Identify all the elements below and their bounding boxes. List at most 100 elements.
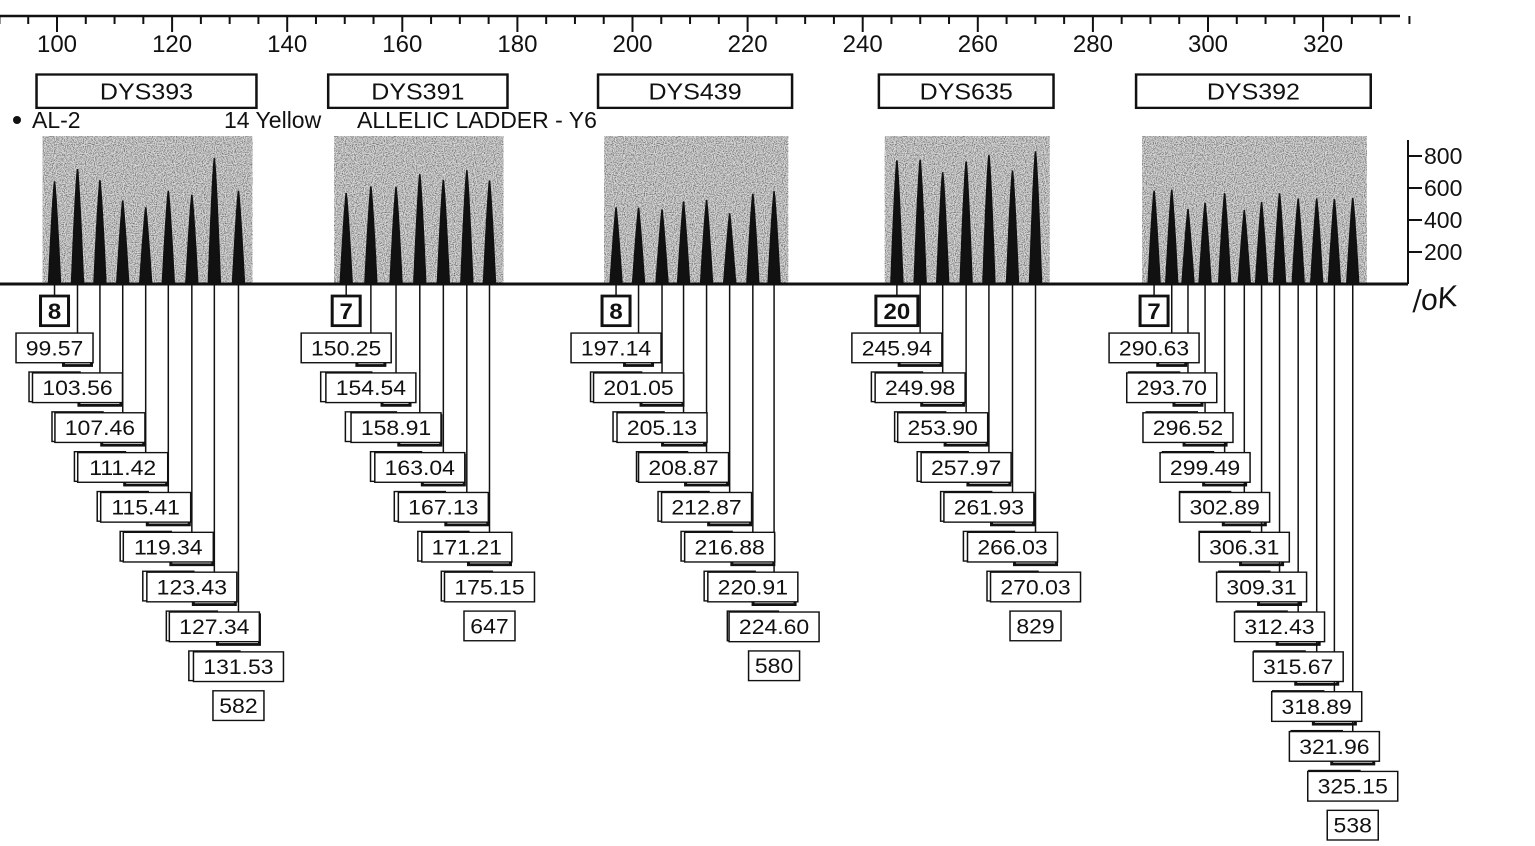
peak: [609, 207, 623, 285]
size-box: [943, 491, 1035, 523]
x-tick-label: 280: [1073, 31, 1113, 58]
height-box: [212, 690, 265, 722]
peak: [185, 194, 199, 285]
handwritten-note: /oK: [1408, 280, 1461, 320]
size-label: 158.91: [361, 416, 431, 440]
peak: [1345, 197, 1360, 285]
x-tick-label: 220: [728, 31, 768, 58]
size-box: [146, 571, 238, 603]
size-label: 290.63: [1119, 336, 1189, 360]
allele-label: 8: [48, 299, 61, 324]
peak: [1028, 151, 1043, 285]
peak: [47, 181, 62, 285]
peak: [436, 179, 451, 285]
size-box: [1125, 372, 1218, 404]
x-tick-label: 180: [497, 31, 537, 58]
peak: [482, 180, 497, 285]
size-label: 103.56: [42, 376, 112, 400]
locus-name: DYS391: [371, 79, 464, 105]
peak: [1164, 189, 1179, 285]
size-label: 318.89: [1282, 695, 1352, 719]
size-box: [397, 491, 490, 523]
size-label: 296.52: [1153, 416, 1223, 440]
y-tick-label: 400: [1424, 207, 1462, 233]
size-box: [896, 412, 989, 444]
height-box: [463, 610, 516, 642]
locus-box: [326, 73, 509, 110]
size-box: [31, 372, 124, 404]
allele-label: 20: [884, 299, 911, 324]
peak: [389, 186, 403, 285]
peak: [1181, 209, 1195, 285]
peak: [1309, 198, 1324, 285]
size-label: 175.15: [454, 575, 524, 599]
allele-box: [600, 294, 632, 328]
size-label: 257.97: [931, 456, 1001, 480]
size-box: [99, 491, 192, 523]
peak: [722, 213, 737, 285]
locus-name: DYS439: [649, 79, 742, 105]
size-box: [374, 451, 466, 483]
peak: [161, 190, 176, 285]
peak: [631, 207, 646, 285]
size-box: [15, 332, 94, 364]
size-box: [851, 332, 943, 364]
size-box: [76, 451, 169, 483]
height-label: 829: [1016, 614, 1054, 638]
size-label: 99.57: [26, 336, 84, 360]
size-label: 127.34: [179, 615, 249, 639]
size-label: 224.60: [739, 615, 809, 639]
height-label: 538: [1334, 813, 1372, 837]
size-box: [122, 531, 215, 563]
locus-box: [35, 73, 258, 110]
height-label: 582: [219, 694, 257, 718]
size-box: [616, 412, 708, 444]
x-tick-label: 200: [612, 31, 652, 58]
size-label: 312.43: [1244, 615, 1314, 639]
size-label: 325.15: [1318, 774, 1388, 798]
size-label: 111.42: [89, 456, 156, 480]
peak: [913, 159, 927, 285]
peak: [231, 190, 246, 285]
size-box: [192, 651, 285, 683]
size-label: 123.43: [157, 575, 227, 599]
size-label: 266.03: [977, 535, 1047, 559]
x-tick-label: 140: [267, 31, 307, 58]
size-box: [1270, 691, 1363, 723]
size-box: [350, 412, 442, 444]
size-label: 131.53: [203, 655, 273, 679]
size-box: [1198, 531, 1291, 563]
size-label: 212.87: [671, 495, 741, 519]
allele-label: 7: [340, 299, 353, 324]
size-box: [1306, 770, 1399, 802]
size-box: [421, 531, 513, 563]
peak: [413, 174, 427, 285]
height-box: [1326, 809, 1379, 841]
height-label: 580: [755, 654, 793, 678]
size-box: [1159, 451, 1251, 483]
size-box: [54, 412, 146, 444]
size-label: 201.05: [603, 376, 673, 400]
size-box: [443, 571, 536, 603]
size-label: 150.25: [311, 336, 381, 360]
size-label: 171.21: [432, 535, 502, 559]
peak: [676, 201, 691, 285]
x-tick-label: 320: [1303, 31, 1343, 58]
peak: [1327, 199, 1342, 285]
height-box: [747, 650, 801, 682]
size-label: 315.67: [1263, 655, 1333, 679]
sample-bullet: [13, 116, 21, 124]
size-box: [570, 332, 662, 364]
bin-noise: [604, 136, 789, 284]
size-box: [168, 611, 261, 643]
peak: [138, 207, 153, 285]
size-label: 299.49: [1170, 456, 1240, 480]
peak: [1237, 209, 1252, 285]
peak: [1254, 201, 1269, 285]
allele-label: 7: [1147, 299, 1160, 324]
allele-box: [1138, 294, 1170, 328]
locus-box: [596, 73, 794, 110]
peak: [982, 154, 996, 285]
panel-title: ALLELIC LADDER - Y6: [357, 107, 597, 133]
